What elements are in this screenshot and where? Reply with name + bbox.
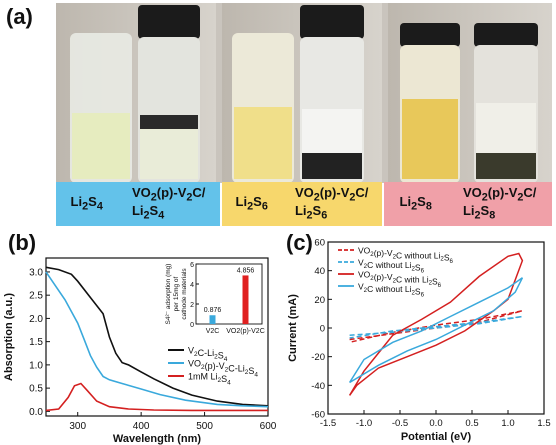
y-axis-label: Absorption (a.u.) — [3, 293, 15, 381]
y-tick-label: -60 — [311, 410, 325, 421]
inset-y-label: cathode materials — [181, 268, 188, 320]
vial-vo2-li2s6 — [300, 5, 364, 183]
x-axis-label: Wavelength (nm) — [113, 433, 202, 445]
caption-band-li2s6: Li2S6 VO2(p)-V2C/Li2S6 — [222, 182, 382, 226]
legend-label: V2C without Li2S6 — [358, 258, 425, 275]
inset-value-label: 0.876 — [204, 307, 222, 314]
caption-li2s8: Li2S8 — [399, 194, 432, 213]
vial-photos — [56, 3, 552, 183]
y-tick-label: 3.0 — [29, 267, 43, 278]
uv-vis-chart: 300 400 500 600 0.0 0.5 1.0 1.5 2.0 2.5 3.0 Wavelen… — [3, 257, 277, 445]
panel-b-label: (b) — [8, 230, 37, 255]
caption-band-li2s8: Li2S8 VO2(p)-V2C/Li2S8 — [384, 182, 552, 226]
vial-li2s8 — [400, 23, 460, 183]
legend-label: VO2(p)-V2C without Li2S6 — [358, 246, 453, 266]
series-line-1 — [45, 271, 269, 408]
panel-a-label: (a) — [6, 4, 33, 29]
x-tick-label: -1.0 — [356, 418, 372, 429]
inset-y-label: S4²⁻ adsorption (mg) — [165, 264, 172, 325]
inset-bar-0 — [209, 315, 216, 324]
y-tick-label: 1.5 — [29, 337, 43, 348]
y-axis-label: Current (mA) — [287, 294, 299, 362]
caption-li2s6: Li2S6 — [235, 194, 268, 213]
vial-vo2-li2s8 — [474, 23, 538, 183]
caption-vo2-v2c-li2s6: VO2(p)-V2C/Li2S6 — [294, 185, 369, 222]
legend-label: 1mM Li2S4 — [188, 372, 231, 387]
x-tick-label: 600 — [260, 421, 277, 432]
x-tick-label: 1.0 — [501, 418, 514, 429]
legend-label: V2C-Li2S4 — [188, 346, 228, 364]
x-tick-label: 400 — [133, 421, 150, 432]
inset-y-tick-label: 4 — [190, 282, 194, 289]
inset-bar-1 — [242, 275, 249, 324]
caption-band-li2s4: Li2S4 VO2(p)-V2C/Li2S4 — [56, 182, 220, 226]
y-tick-label: -40 — [311, 381, 325, 392]
inset-category-label: VO2(p)-V2C — [226, 328, 265, 335]
y-tick-label: 2.0 — [29, 314, 43, 325]
plot-frame — [45, 257, 269, 417]
y-tick-label: 20 — [314, 295, 325, 306]
inset-y-tick-label: 0 — [190, 322, 194, 329]
inset-value-label: 4.856 — [237, 267, 255, 274]
inset-y-label: per 15mg of — [173, 276, 180, 311]
inset-frame — [195, 263, 263, 325]
y-tick-label: 0 — [320, 324, 325, 335]
caption-vo2-v2c-li2s8: VO2(p)-V2C/Li2S8 — [462, 185, 537, 222]
y-tick-label: 40 — [314, 266, 325, 277]
x-tick-label: -0.5 — [392, 418, 408, 429]
y-tick-label: -20 — [311, 352, 325, 363]
caption-vo2-v2c-li2s4: VO2(p)-V2C/Li2S4 — [131, 185, 206, 222]
vial-vo2-li2s4 — [138, 5, 200, 183]
inset-y-tick-label: 6 — [190, 262, 194, 269]
x-tick-label: 300 — [69, 421, 86, 432]
inset-y-tick-label: 2 — [190, 302, 194, 309]
series-line-2 — [45, 382, 268, 412]
x-axis-label: Potential (eV) — [401, 431, 472, 443]
vial-li2s4 — [70, 33, 132, 183]
cv-chart: -1.5 -1.0 -0.5 0.0 0.5 1.0 1.5 -60 -40 -20 0 20 40 60… — [287, 238, 551, 444]
y-tick-label: 0.0 — [29, 407, 43, 418]
x-tick-label: 0.0 — [429, 418, 442, 429]
vial-photo-strip — [56, 3, 552, 183]
inset-category-label: V2C — [206, 328, 220, 335]
series-line-3 — [348, 277, 524, 384]
x-tick-label: 0.5 — [465, 418, 478, 429]
y-tick-label: 0.5 — [29, 384, 43, 395]
x-tick-label: 1.5 — [537, 418, 550, 429]
caption-li2s4: Li2S4 — [70, 194, 103, 213]
series-line-1 — [349, 315, 523, 339]
y-tick-label: 2.5 — [29, 291, 43, 302]
plot-frame — [327, 241, 545, 415]
series-line-0 — [45, 266, 269, 407]
legend-label: VO2(p)-V2C with Li2S6 — [358, 270, 442, 290]
y-tick-label: 1.0 — [29, 360, 43, 371]
vial-li2s6 — [232, 33, 294, 183]
legend-label: V2C without Li2S6 — [358, 282, 425, 299]
y-tick-label: 60 — [314, 238, 325, 249]
x-tick-label: 500 — [196, 421, 213, 432]
legend-label: VO2(p)-V2C-Li2S4 — [188, 359, 258, 379]
series-line-2 — [348, 252, 524, 396]
panel-c-label: (c) — [286, 230, 313, 255]
x-tick-label: -1.5 — [320, 418, 336, 429]
